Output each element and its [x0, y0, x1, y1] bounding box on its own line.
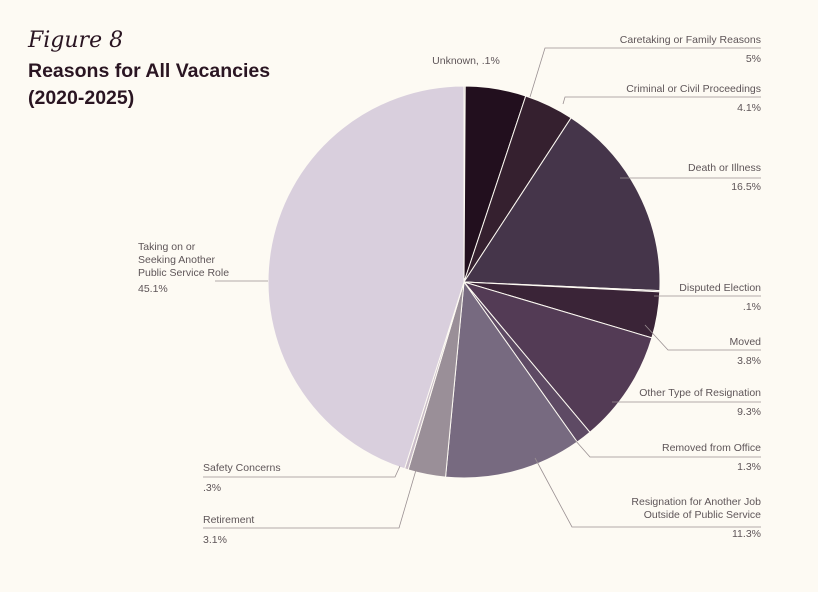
pie-slice	[462, 281, 653, 433]
pie-slice	[463, 117, 661, 292]
slice-label: Criminal or Civil Proceedings	[626, 83, 761, 95]
slice-label: Outside of Public Service	[644, 509, 761, 521]
slice-labels: Unknown, .1% Caretaking or Family Reasons…	[138, 34, 761, 546]
pie-slices	[267, 85, 661, 479]
leader-line	[203, 469, 417, 529]
slice-label: Public Service Role	[138, 267, 229, 279]
chart-title-line: Reasons for All Vacancies	[28, 60, 271, 82]
slice-value-label: 5%	[746, 53, 761, 65]
slice-value-label: 1.3%	[737, 461, 761, 473]
leader-line	[203, 465, 401, 478]
slice-label: Resignation for Another Job	[631, 496, 761, 508]
slice-value-label: .1%	[743, 301, 761, 313]
leader-line	[529, 47, 761, 98]
leader-lines	[203, 47, 761, 529]
slice-label: Disputed Election	[679, 282, 761, 294]
pie-slice	[267, 85, 465, 470]
leader-line	[534, 457, 761, 528]
slice-value-label: 11.3%	[732, 528, 761, 540]
slice-label: Seeking Another	[138, 254, 216, 266]
slice-label: Retirement	[203, 514, 254, 526]
slice-value-label: .3%	[203, 482, 221, 494]
slice-label: Safety Concerns	[203, 462, 281, 474]
slice-label: Unknown, .1%	[432, 55, 500, 67]
slice-label: Caretaking or Family Reasons	[620, 34, 761, 46]
leader-line	[644, 324, 761, 351]
slice-value-label: 16.5%	[731, 181, 761, 193]
slice-value-label: 9.3%	[737, 406, 761, 418]
slice-label: Other Type of Resignation	[639, 387, 761, 399]
slice-label: Death or Illness	[688, 162, 761, 174]
leader-line	[574, 439, 761, 458]
slice-value-label: 3.8%	[737, 355, 761, 367]
slice-value-label: 4.1%	[737, 102, 761, 114]
chart-title-line: (2020-2025)	[28, 87, 135, 109]
leader-line	[562, 96, 761, 105]
pie-slice	[445, 280, 578, 479]
figure-label: Figure 8	[28, 28, 124, 53]
slice-label: Moved	[729, 336, 761, 348]
slice-label: Removed from Office	[662, 442, 761, 454]
slice-value-label: 3.1%	[203, 534, 227, 546]
slice-value-label: 45.1%	[138, 283, 168, 295]
chart-title: Reasons for All Vacancies (2020-2025)	[28, 58, 328, 112]
slice-label: Taking on or	[138, 241, 196, 253]
